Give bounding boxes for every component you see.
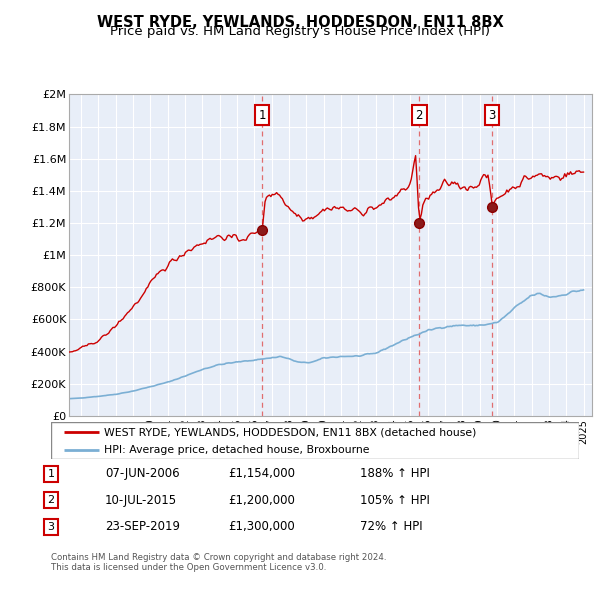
Text: 105% ↑ HPI: 105% ↑ HPI: [360, 494, 430, 507]
Text: £1,154,000: £1,154,000: [228, 467, 295, 480]
Text: Contains HM Land Registry data © Crown copyright and database right 2024.: Contains HM Land Registry data © Crown c…: [51, 553, 386, 562]
Text: WEST RYDE, YEWLANDS, HODDESDON, EN11 8BX: WEST RYDE, YEWLANDS, HODDESDON, EN11 8BX: [97, 15, 503, 30]
Text: 1: 1: [258, 109, 266, 122]
Text: 2: 2: [47, 496, 55, 505]
Text: £1,200,000: £1,200,000: [228, 494, 295, 507]
Text: 1: 1: [47, 469, 55, 478]
Text: 72% ↑ HPI: 72% ↑ HPI: [360, 520, 422, 533]
Text: WEST RYDE, YEWLANDS, HODDESDON, EN11 8BX (detached house): WEST RYDE, YEWLANDS, HODDESDON, EN11 8BX…: [104, 427, 476, 437]
Text: 188% ↑ HPI: 188% ↑ HPI: [360, 467, 430, 480]
Text: This data is licensed under the Open Government Licence v3.0.: This data is licensed under the Open Gov…: [51, 563, 326, 572]
Text: HPI: Average price, detached house, Broxbourne: HPI: Average price, detached house, Brox…: [104, 445, 370, 455]
FancyBboxPatch shape: [51, 422, 579, 459]
Text: 3: 3: [488, 109, 496, 122]
Text: £1,300,000: £1,300,000: [228, 520, 295, 533]
Text: 23-SEP-2019: 23-SEP-2019: [105, 520, 180, 533]
Text: 3: 3: [47, 522, 55, 532]
Text: 2: 2: [416, 109, 423, 122]
Text: 07-JUN-2006: 07-JUN-2006: [105, 467, 179, 480]
Text: 10-JUL-2015: 10-JUL-2015: [105, 494, 177, 507]
Text: Price paid vs. HM Land Registry's House Price Index (HPI): Price paid vs. HM Land Registry's House …: [110, 25, 490, 38]
